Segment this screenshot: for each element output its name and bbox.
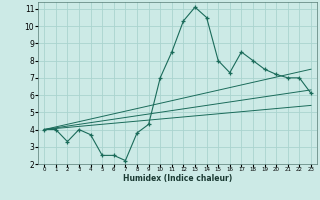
- X-axis label: Humidex (Indice chaleur): Humidex (Indice chaleur): [123, 174, 232, 183]
